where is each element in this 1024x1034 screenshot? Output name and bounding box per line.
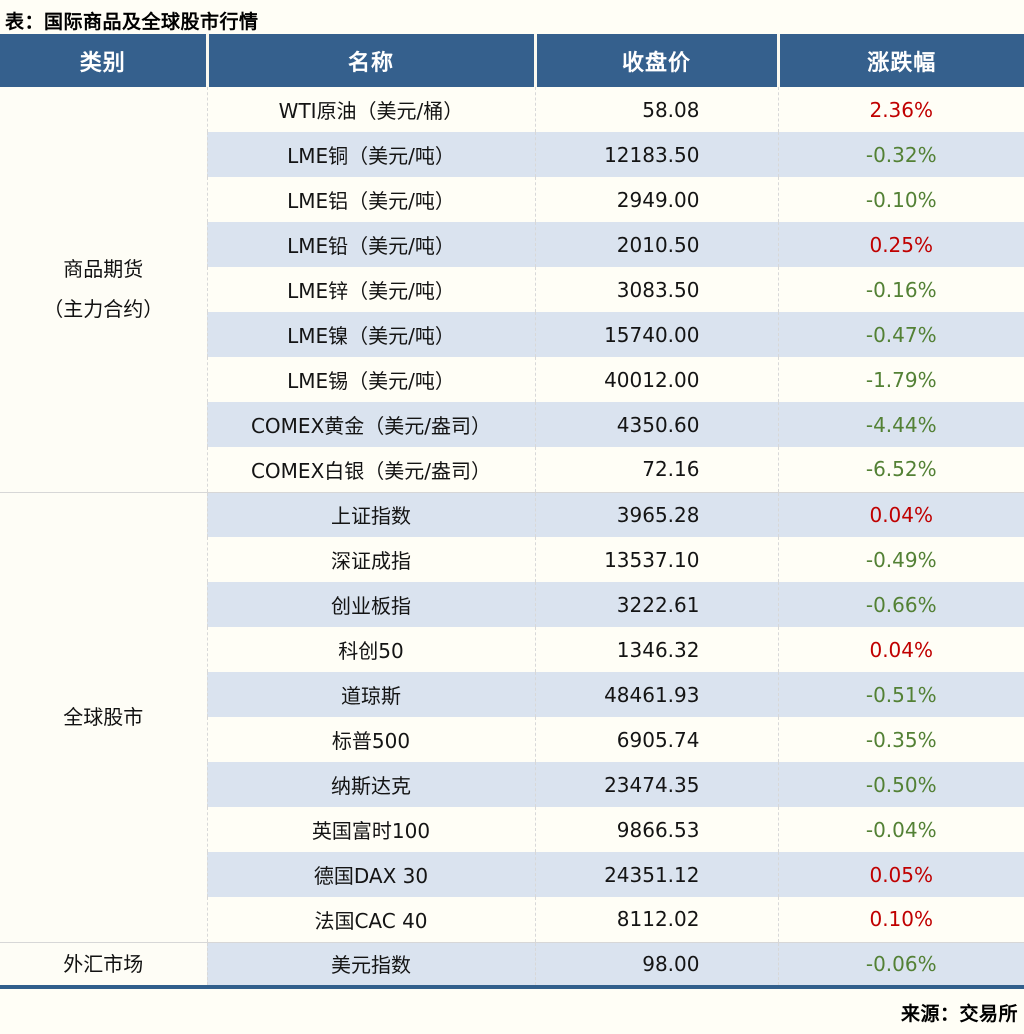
close-price: 40012.00 [534,357,778,402]
table-row: 商品期货 （主力合约） WTI原油（美元/桶） 58.08 2.36% [0,87,1024,492]
instrument-name: LME铝（美元/吨） [206,177,535,222]
instrument-name: LME锡（美元/吨） [206,357,535,402]
category-cell: 商品期货 （主力合约） [0,87,207,492]
instrument-name: 深证成指 [206,537,535,582]
change-percent: 2.36% [777,87,1024,132]
table-row: COMEX黄金（美元/盎司） 4350.60 -4.44% [0,402,1024,447]
table-row: 道琼斯 48461.93 -0.51% [0,672,1024,717]
change-percent: -0.35% [777,717,1024,762]
change-percent: -0.50% [777,762,1024,807]
close-price: 2949.00 [534,177,778,222]
column-header-0: 类别 [0,34,207,87]
table-row: LME锌（美元/吨） 3083.50 -0.16% [0,267,1024,312]
change-percent: 0.04% [777,491,1024,537]
close-price: 2010.50 [534,222,778,267]
table-row: LME铜（美元/吨） 12183.50 -0.32% [0,132,1024,177]
close-price: 98.00 [534,941,778,987]
instrument-name: 标普500 [206,717,535,762]
instrument-name: 法国CAC 40 [206,897,535,942]
instrument-name: 创业板指 [206,582,535,627]
close-price: 9866.53 [534,807,778,852]
close-price: 3965.28 [534,491,778,537]
close-price: 48461.93 [534,672,778,717]
close-price: 8112.02 [534,897,778,942]
category-label-line: 全球股市 [63,705,144,729]
close-price: 15740.00 [534,312,778,357]
table-row: 科创50 1346.32 0.04% [0,627,1024,672]
close-price: 3222.61 [534,582,778,627]
table-row: 深证成指 13537.10 -0.49% [0,537,1024,582]
header-row: 类别 名称 收盘价 涨跌幅 [0,34,1024,87]
close-price: 6905.74 [534,717,778,762]
instrument-name: COMEX白银（美元/盎司） [206,447,535,492]
column-header-1: 名称 [205,34,535,87]
change-percent: 0.05% [777,852,1024,897]
table-row: LME铝（美元/吨） 2949.00 -0.10% [0,177,1024,222]
table-row: 全球股市 上证指数 3965.28 0.04% [0,491,1024,942]
change-percent: -0.16% [777,267,1024,312]
market-table: 类别 名称 收盘价 涨跌幅 商品期货 （主力合约） WTI原油（美元/桶） 58.08 2.3… [0,34,1024,989]
table-title: 表：国际商品及全球股市行情 [5,11,259,33]
close-price: 4350.60 [534,402,778,447]
instrument-name: 纳斯达克 [206,762,535,807]
instrument-name: WTI原油（美元/桶） [206,87,535,132]
column-header-2: 收盘价 [533,34,778,87]
table-row: LME铅（美元/吨） 2010.50 0.25% [0,222,1024,267]
close-price: 72.16 [534,447,778,492]
change-percent: -4.44% [777,402,1024,447]
change-percent: -0.04% [777,807,1024,852]
change-percent: 0.04% [777,627,1024,672]
table-row: LME锡（美元/吨） 40012.00 -1.79% [0,357,1024,402]
change-percent: -0.51% [777,672,1024,717]
table-body: 商品期货 （主力合约） WTI原油（美元/桶） 58.08 2.36% LME铜（美元/吨… [0,87,1024,987]
close-price: 1346.32 [534,627,778,672]
instrument-name: 美元指数 [206,941,535,987]
change-percent: 0.10% [777,897,1024,942]
instrument-name: LME铜（美元/吨） [206,132,535,177]
change-percent: -0.66% [777,582,1024,627]
table-row: 纳斯达克 23474.35 -0.50% [0,762,1024,807]
table-row: 标普500 6905.74 -0.35% [0,717,1024,762]
instrument-name: LME镍（美元/吨） [206,312,535,357]
instrument-name: COMEX黄金（美元/盎司） [206,402,535,447]
change-percent: -0.47% [777,312,1024,357]
category-label-line: 外汇市场 [63,951,144,976]
table-row: 法国CAC 40 8112.02 0.10% [0,897,1024,942]
change-percent: -0.32% [777,132,1024,177]
category-cell: 全球股市 [0,491,207,942]
close-price: 23474.35 [534,762,778,807]
table-row: 外汇市场 美元指数 98.00 -0.06% [0,941,1024,987]
change-percent: -0.49% [777,537,1024,582]
instrument-name: LME锌（美元/吨） [206,267,535,312]
close-price: 58.08 [534,87,778,132]
instrument-name: 科创50 [206,627,535,672]
table-header: 类别 名称 收盘价 涨跌幅 [0,34,1024,87]
category-label-line: （主力合约） [43,297,164,322]
table-row: 创业板指 3222.61 -0.66% [0,582,1024,627]
column-header-3: 涨跌幅 [776,34,1024,87]
close-price: 12183.50 [534,132,778,177]
table-row: LME镍（美元/吨） 15740.00 -0.47% [0,312,1024,357]
category-cell: 外汇市场 [0,941,207,987]
change-percent: -0.06% [777,941,1024,987]
change-percent: -0.10% [777,177,1024,222]
change-percent: -1.79% [777,357,1024,402]
change-percent: 0.25% [777,222,1024,267]
instrument-name: 德国DAX 30 [206,852,535,897]
instrument-name: 道琼斯 [206,672,535,717]
instrument-name: 英国富时100 [206,807,535,852]
source-note: 来源：交易所 [900,1003,1018,1025]
instrument-name: LME铅（美元/吨） [206,222,535,267]
category-label-line: 商品期货 [63,257,144,282]
close-price: 24351.12 [534,852,778,897]
table-row: 英国富时100 9866.53 -0.04% [0,807,1024,852]
table-row: COMEX白银（美元/盎司） 72.16 -6.52% [0,447,1024,492]
instrument-name: 上证指数 [206,491,535,537]
close-price: 13537.10 [534,537,778,582]
close-price: 3083.50 [534,267,778,312]
table-row: 德国DAX 30 24351.12 0.05% [0,852,1024,897]
change-percent: -6.52% [777,447,1024,492]
